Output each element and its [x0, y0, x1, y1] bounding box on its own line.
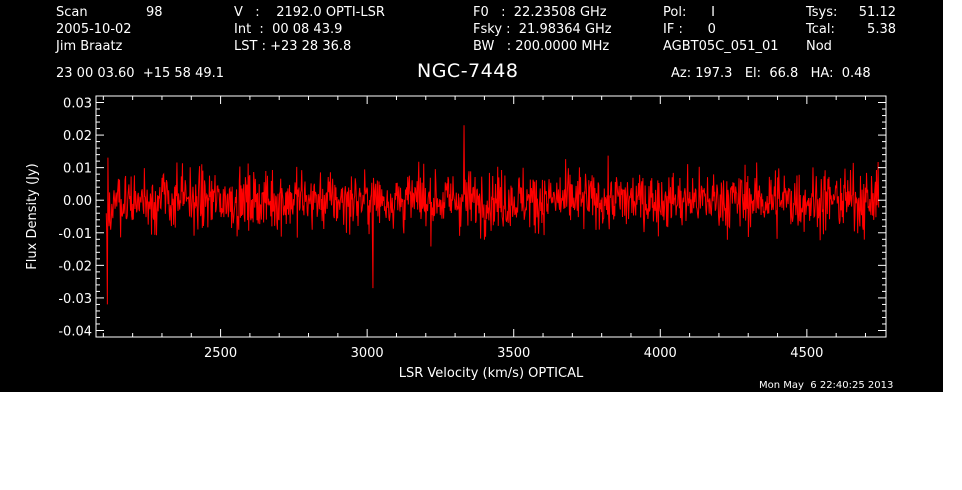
- x-axis-ticks: 2500 3000 3500 4000 4500: [102, 96, 866, 361]
- observer-name: Jim Braatz: [56, 39, 123, 54]
- lst-info: LST : +23 28 36.8: [234, 39, 352, 54]
- spectrum-chart: 2500 3000 3500 4000 4500 -0.04-0.03-0.02-0.0…: [25, 95, 887, 381]
- x-tick-label: 4000: [644, 346, 677, 361]
- y-tick-label: 0.01: [63, 162, 92, 177]
- if-number: IF : 0: [663, 22, 716, 37]
- tcal-label: Tcal:: [806, 22, 835, 37]
- observation-date: 2005-10-02: [56, 22, 132, 37]
- y-axis-ticks: -0.04 -0.03 -0.02 -0.01 0.00 0.01 0.02 0.03: [58, 95, 886, 339]
- spectrum-plot-window: Scan 98 2005-10-02 Jim Braatz V : 2192.0…: [0, 0, 943, 392]
- x-tick-label: 2500: [204, 346, 237, 361]
- y-tick-label: -0.04: [58, 324, 92, 339]
- plot-timestamp: Mon May 6 22:40:25 2013: [759, 380, 894, 391]
- tsys-label: Tsys:: [806, 5, 838, 20]
- scan-number: 98: [146, 5, 163, 20]
- az-el-ha: Az: 197.3 El: 66.8 HA: 0.48: [671, 66, 871, 81]
- spectrum-trace-layer: [105, 125, 880, 305]
- project-id: AGBT05C_051_01: [663, 39, 779, 54]
- tcal-value: 5.38: [867, 22, 896, 37]
- integration-time: Int : 00 08 43.9: [234, 22, 343, 37]
- x-tick-label: 3000: [351, 346, 384, 361]
- sky-frequency: Fsky : 21.98364 GHz: [473, 22, 612, 37]
- scan-label: Scan: [56, 5, 88, 20]
- rest-frequency: F0 : 22.23508 GHz: [473, 5, 607, 20]
- y-tick-label: -0.03: [58, 292, 92, 307]
- plot-frame: [95, 95, 887, 338]
- y-tick-label: 0.02: [63, 129, 92, 144]
- bandwidth: BW : 200.0000 MHz: [473, 39, 610, 54]
- x-tick-label: 3500: [497, 346, 530, 361]
- y-tick-label: -0.02: [58, 259, 92, 274]
- polarization: Pol: I: [663, 5, 715, 20]
- y-tick-label: -0.01: [58, 227, 92, 242]
- y-tick-label: 0.00: [63, 194, 92, 209]
- y-axis-title: Flux Density (Jy): [25, 163, 40, 269]
- velocity-info: V : 2192.0 OPTI-LSR: [234, 5, 385, 20]
- source-coordinates: 23 00 03.60 +15 58 49.1: [56, 66, 225, 81]
- source-name: NGC-7448: [417, 60, 519, 82]
- observing-mode: Nod: [806, 39, 832, 54]
- y-tick-label: 0.03: [63, 97, 92, 112]
- x-tick-label: 4500: [790, 346, 823, 361]
- x-axis-title: LSR Velocity (km/s) OPTICAL: [399, 366, 584, 381]
- tsys-value: 51.12: [858, 5, 896, 20]
- spectrum-series-line: [105, 125, 880, 305]
